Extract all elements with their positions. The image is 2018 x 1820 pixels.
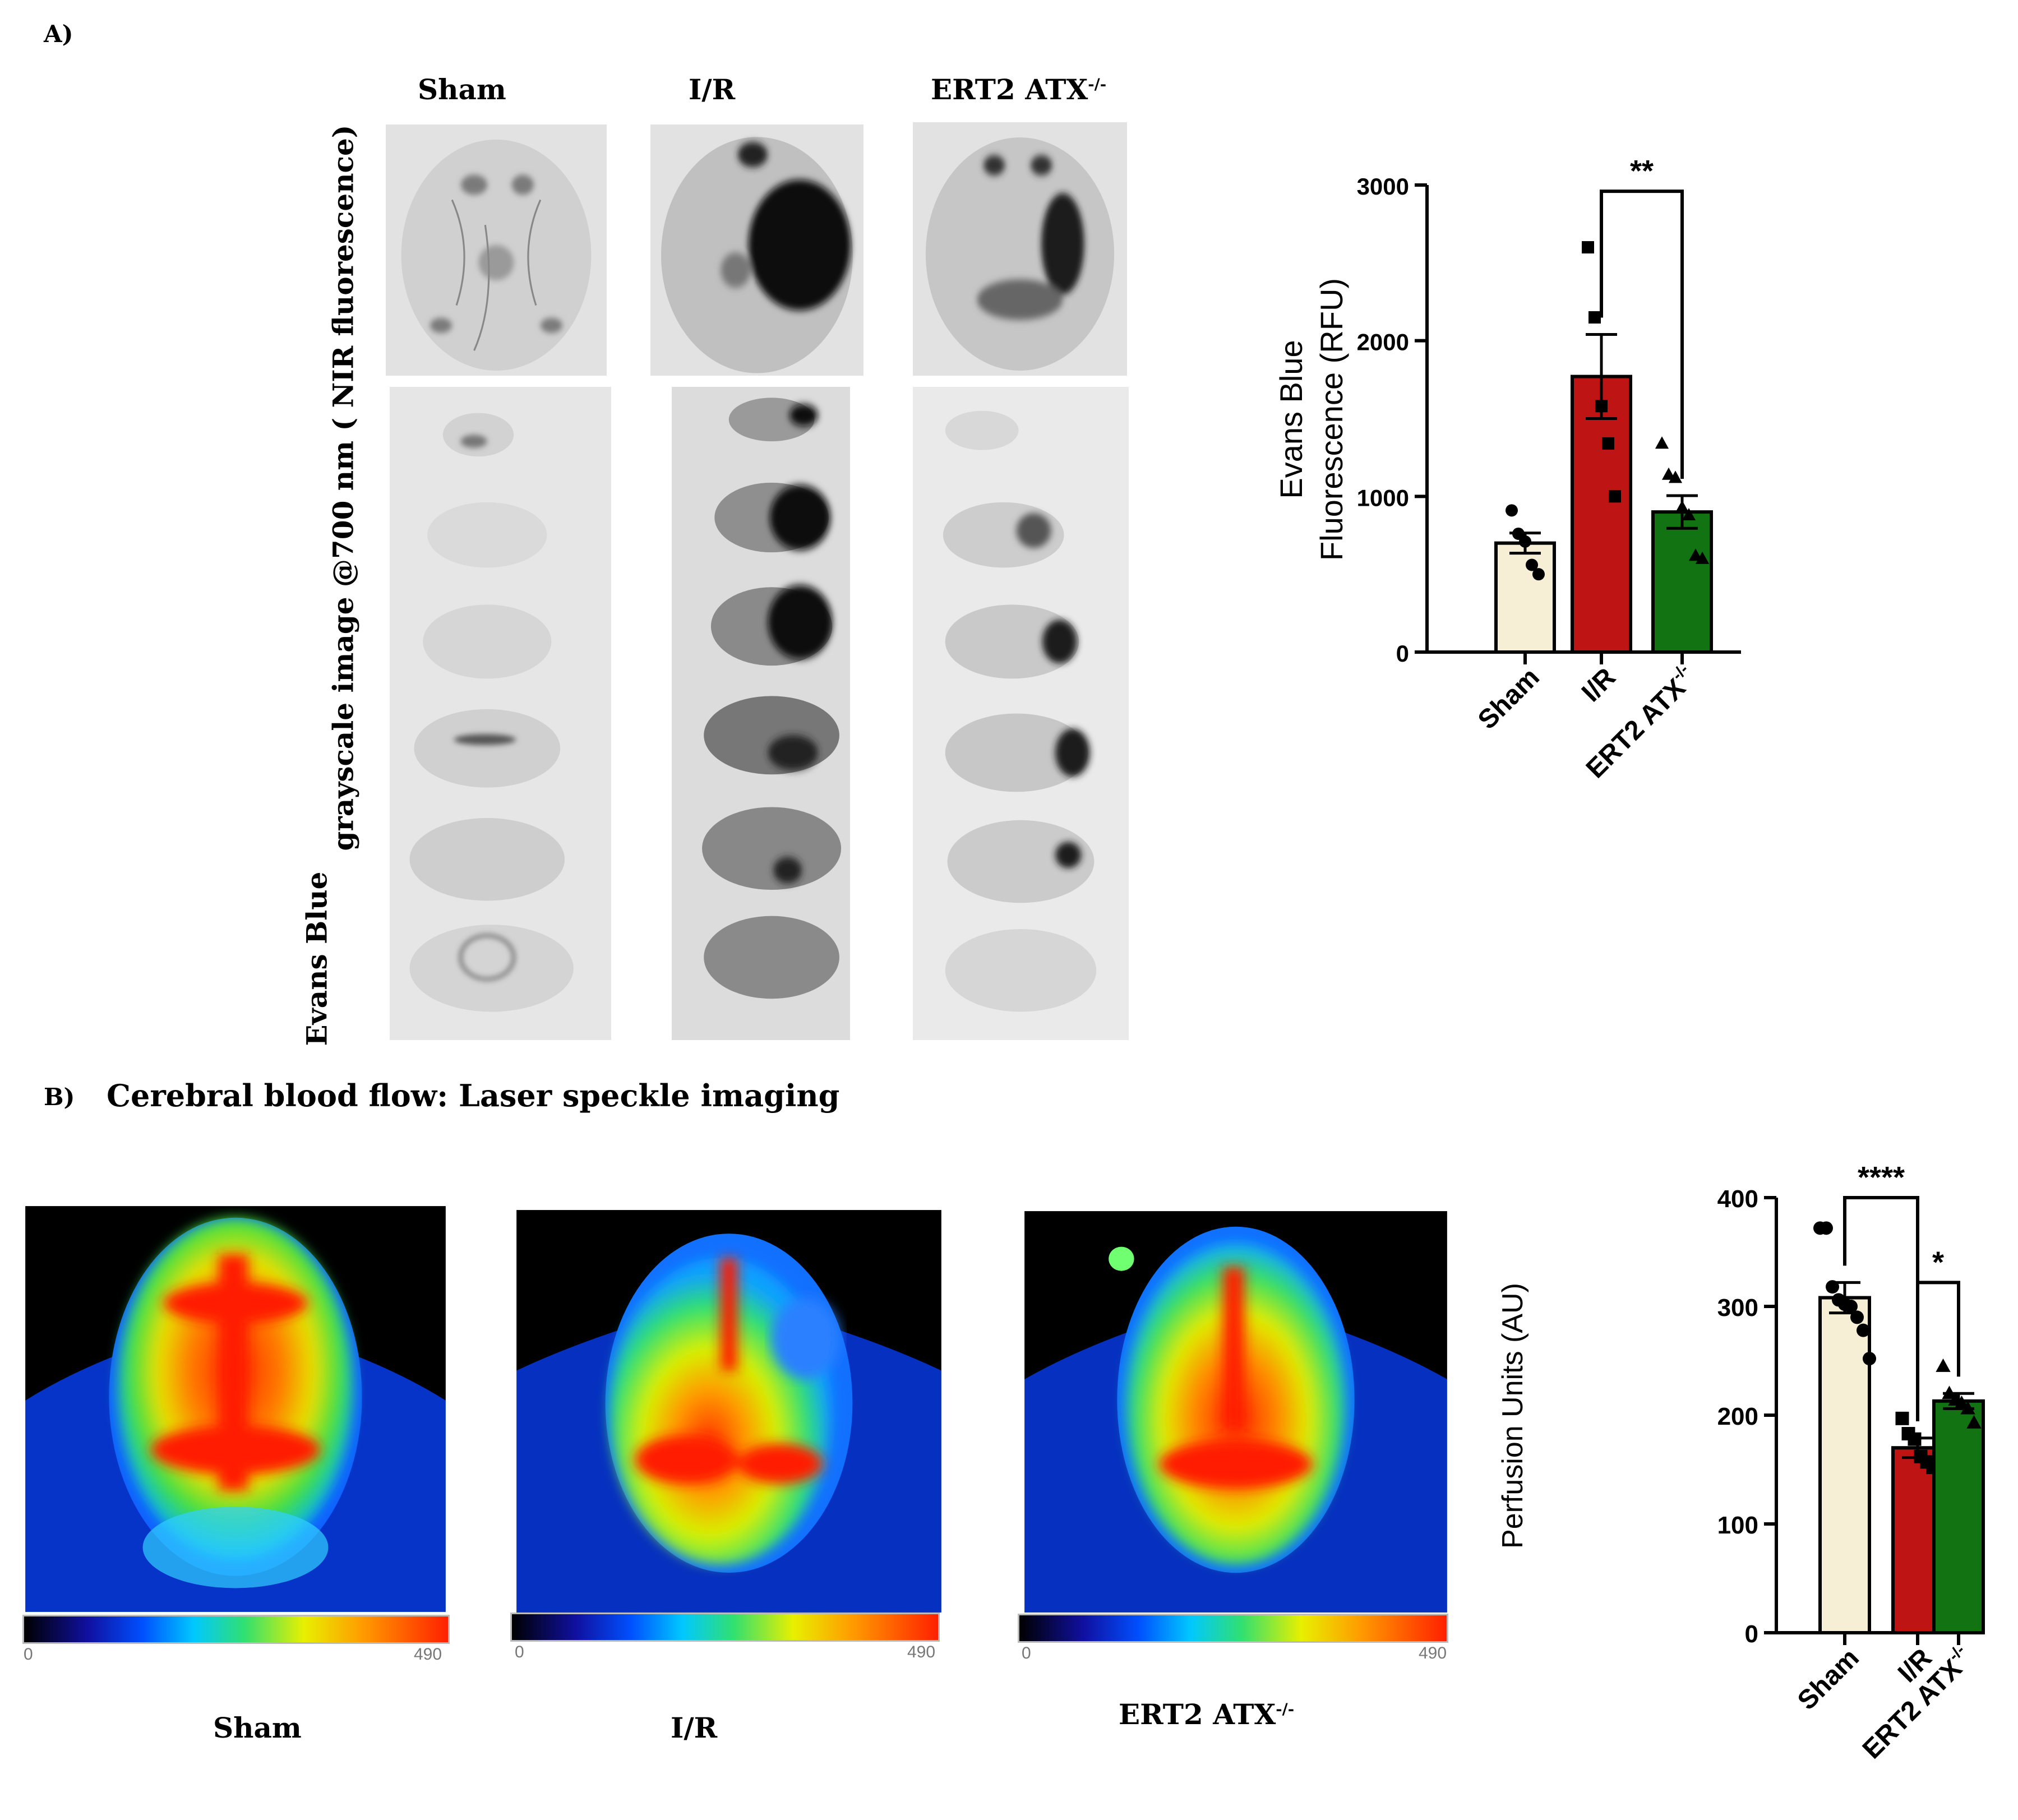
chart-b-ytick-label: 100 xyxy=(1717,1512,1758,1539)
chart-a-point-1 xyxy=(1609,490,1621,503)
chart-b-significance-label-1: * xyxy=(1932,1245,1944,1279)
colorbar-sham-min: 0 xyxy=(24,1645,33,1664)
speckle-image-sham xyxy=(25,1205,446,1613)
chart-b-significance-label-0: **** xyxy=(1858,1161,1905,1194)
evans-blue-label: Evans Blue xyxy=(300,871,334,1046)
colorbar-sham-max: 490 xyxy=(414,1645,442,1664)
caption-sham: Sham xyxy=(213,1711,302,1744)
chart-a-point-2 xyxy=(1682,508,1696,521)
col-title-ir: I/R xyxy=(689,73,736,106)
colorbar-ir-min: 0 xyxy=(515,1643,524,1661)
sections-ir xyxy=(672,387,850,1040)
colorbar-ert2 xyxy=(1018,1614,1448,1643)
col-title-ert2-sup: -/- xyxy=(1088,75,1107,94)
col-title-sham: Sham xyxy=(418,73,506,106)
chart-a-point-2 xyxy=(1695,551,1710,564)
chart-a-point-1 xyxy=(1595,400,1608,413)
chart-a-significance-label-0: ** xyxy=(1630,154,1654,188)
chart-a-category-label-1: I/R xyxy=(1576,662,1622,708)
chart-b-bar-0 xyxy=(1818,1296,1871,1634)
chart-b-point-0 xyxy=(1863,1352,1876,1366)
chart-a-point-2 xyxy=(1668,470,1683,483)
chart-b-point-2 xyxy=(1936,1358,1951,1372)
panel-b-label: B) xyxy=(44,1083,75,1111)
chart-b-point-2 xyxy=(1942,1385,1957,1399)
chart-a-point-0 xyxy=(1519,535,1531,548)
col-title-ert2: ERT2 ATX-/- xyxy=(931,73,1106,106)
brain-image-sham xyxy=(386,124,607,376)
chart-b-point-0 xyxy=(1850,1310,1864,1324)
caption-ir: I/R xyxy=(671,1711,718,1744)
panel-b-title: Cerebral blood flow: Laser speckle imagi… xyxy=(107,1078,840,1114)
chart-a-bar-1 xyxy=(1571,375,1632,654)
brain-image-ir xyxy=(650,124,863,376)
colorbar-sham xyxy=(22,1615,450,1644)
colorbar-ert2-min: 0 xyxy=(1022,1644,1031,1662)
chart-b-category-sup: -/- xyxy=(1945,1641,1969,1665)
chart-b-ytick-label: 400 xyxy=(1717,1185,1758,1213)
chart-a-point-1 xyxy=(1588,311,1601,324)
chart-b-ytick-label: 0 xyxy=(1745,1620,1758,1648)
chart-a-point-1 xyxy=(1602,437,1614,450)
chart-b-category-label-0: Sham xyxy=(1792,1643,1865,1716)
chart-b-ytick-label: 200 xyxy=(1717,1403,1758,1430)
chart-b-ytick-label: 300 xyxy=(1717,1294,1758,1322)
chart-b-point-2 xyxy=(1960,1401,1975,1415)
chart-b-point-1 xyxy=(1895,1411,1909,1425)
chart-a-ytick-label: 2000 xyxy=(1357,329,1409,355)
caption-ert2-text: ERT2 ATX xyxy=(1119,1698,1276,1731)
colorbar-ir-max: 490 xyxy=(907,1643,936,1661)
chart-a-ylabel: Evans Blue xyxy=(1273,340,1309,498)
chart-a-ytick-label: 0 xyxy=(1396,640,1409,667)
caption-ert2: ERT2 ATX-/- xyxy=(1119,1698,1294,1731)
chart-a-point-2 xyxy=(1675,500,1689,513)
panel-a-label: A) xyxy=(44,20,73,48)
caption-ert2-sup: -/- xyxy=(1276,1700,1295,1719)
chart-a-ylabel: Fluorescence (RFU) xyxy=(1314,278,1349,561)
chart-a-category-sup: -/- xyxy=(1669,660,1692,684)
chart-b-point-2 xyxy=(1966,1415,1982,1429)
chart-a-bar-0 xyxy=(1494,541,1556,654)
speckle-image-ert2 xyxy=(1024,1211,1448,1613)
colorbar-ir xyxy=(510,1613,940,1642)
chart-b-point-1 xyxy=(1908,1432,1922,1446)
chart-a-significance-bracket-0 xyxy=(1600,190,1684,479)
chart-b-significance-bracket-1 xyxy=(1916,1281,1960,1421)
col-title-ert2-text: ERT2 ATX xyxy=(931,73,1088,106)
chart-a-point-0 xyxy=(1526,558,1538,571)
chart-a-point-0 xyxy=(1506,504,1518,517)
sections-ert2 xyxy=(913,387,1129,1040)
chart-a-point-0 xyxy=(1532,568,1545,581)
chart-a-ytick-label: 3000 xyxy=(1357,173,1409,200)
chart-a-point-2 xyxy=(1655,436,1669,449)
chart-a-category-label-0: Sham xyxy=(1472,662,1545,735)
sections-sham xyxy=(390,387,611,1040)
nir-label: grayscale image @700 nm ( NIR fluorescen… xyxy=(326,124,360,851)
brain-image-ert2 xyxy=(913,122,1127,376)
chart-evans-blue: 0 1000 2000 3000 Evans Blue Fluorescence (RFU… xyxy=(1273,154,1741,784)
colorbar-ert2-max: 490 xyxy=(1419,1644,1447,1662)
chart-b-point-0 xyxy=(1826,1280,1839,1294)
chart-a-point-1 xyxy=(1582,241,1594,254)
chart-b-ylabel: Perfusion Units (AU) xyxy=(1497,1283,1529,1549)
chart-b-point-0 xyxy=(1857,1323,1870,1337)
speckle-image-ir xyxy=(516,1209,942,1613)
chart-b-point-0 xyxy=(1820,1221,1833,1235)
chart-a-ytick-label: 1000 xyxy=(1357,484,1409,511)
chart-b-bar-2 xyxy=(1932,1399,1985,1635)
chart-b-point-0 xyxy=(1844,1300,1858,1313)
chart-a-bar-2 xyxy=(1651,510,1713,654)
